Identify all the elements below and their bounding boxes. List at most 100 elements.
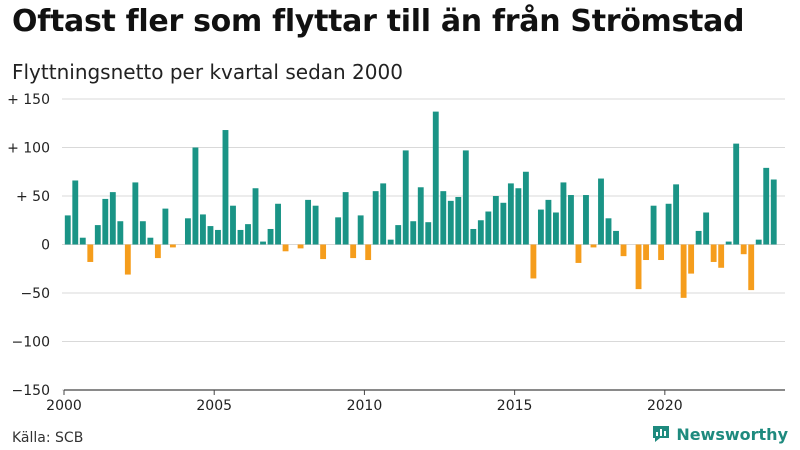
bar bbox=[162, 208, 169, 245]
bar bbox=[132, 182, 139, 245]
bar bbox=[215, 229, 221, 245]
bar bbox=[402, 150, 409, 245]
chart-title: Oftast fler som flyttar till än från Str… bbox=[12, 4, 745, 39]
bar bbox=[87, 244, 94, 262]
bar bbox=[462, 150, 469, 245]
bar bbox=[192, 147, 199, 245]
bar bbox=[553, 212, 559, 245]
x-tick-label: 2000 bbox=[46, 398, 82, 414]
x-tick-label: 2020 bbox=[647, 398, 683, 414]
brand-name: Newsworthy bbox=[676, 424, 788, 444]
bar bbox=[447, 200, 454, 245]
bar bbox=[688, 244, 695, 274]
bar bbox=[365, 244, 372, 261]
bar bbox=[124, 244, 131, 275]
bar bbox=[703, 212, 710, 245]
x-tick-label: 2005 bbox=[196, 398, 232, 414]
y-tick-label: −100 bbox=[12, 335, 50, 351]
bar bbox=[200, 214, 206, 245]
bar bbox=[64, 215, 71, 245]
bar bbox=[372, 191, 379, 245]
bar bbox=[237, 229, 244, 245]
bar bbox=[537, 209, 544, 245]
bar bbox=[583, 195, 589, 245]
bar bbox=[335, 217, 342, 245]
bar bbox=[440, 191, 447, 245]
bar bbox=[718, 244, 725, 268]
bar bbox=[455, 196, 462, 245]
bar bbox=[695, 230, 702, 245]
x-tick-label: 2010 bbox=[347, 398, 383, 414]
bar bbox=[530, 244, 537, 279]
y-tick-label: + 50 bbox=[16, 189, 50, 205]
bar bbox=[710, 244, 717, 262]
bar bbox=[613, 230, 619, 245]
bar bbox=[109, 192, 116, 245]
bar bbox=[147, 237, 154, 245]
bar bbox=[139, 221, 146, 245]
bar bbox=[297, 244, 304, 249]
bar bbox=[755, 239, 762, 245]
bar bbox=[515, 188, 522, 245]
bar bbox=[470, 228, 477, 245]
bar bbox=[245, 224, 251, 245]
bar bbox=[725, 241, 732, 245]
bar bbox=[748, 244, 755, 291]
bar bbox=[282, 244, 289, 252]
bar bbox=[320, 244, 327, 260]
bar bbox=[395, 225, 402, 245]
bar bbox=[500, 202, 507, 245]
bar bbox=[342, 192, 349, 245]
bar bbox=[770, 179, 777, 245]
bar bbox=[643, 244, 649, 261]
bar bbox=[94, 225, 101, 245]
bar bbox=[560, 182, 567, 245]
bar bbox=[620, 244, 627, 257]
y-tick-label: 0 bbox=[41, 238, 50, 254]
bar bbox=[575, 244, 582, 263]
bar bbox=[545, 199, 552, 245]
bar bbox=[650, 205, 657, 245]
bar bbox=[154, 244, 161, 259]
y-tick-label: −150 bbox=[12, 383, 50, 399]
bar bbox=[230, 205, 236, 245]
bar bbox=[79, 237, 86, 245]
bar bbox=[432, 111, 439, 245]
bar bbox=[417, 187, 424, 245]
bar bbox=[387, 239, 394, 245]
bar bbox=[184, 218, 191, 245]
brand-logo[interactable]: Newsworthy bbox=[651, 424, 788, 444]
bar bbox=[635, 244, 642, 290]
bar bbox=[605, 218, 612, 245]
bar bbox=[680, 244, 687, 298]
bar bbox=[598, 178, 604, 245]
bar bbox=[312, 205, 319, 245]
bar bbox=[102, 198, 109, 245]
bar bbox=[357, 215, 364, 245]
bar bbox=[425, 222, 432, 245]
y-tick-label: −50 bbox=[20, 286, 50, 302]
bar bbox=[507, 183, 514, 245]
bar bbox=[169, 244, 176, 248]
bar bbox=[252, 188, 259, 245]
bar bbox=[673, 184, 680, 245]
bar bbox=[763, 167, 770, 245]
bar bbox=[733, 143, 740, 245]
bar bbox=[380, 183, 387, 245]
bar bbox=[658, 244, 665, 261]
bar bbox=[665, 203, 672, 245]
bar bbox=[117, 221, 124, 245]
x-tick-label: 2015 bbox=[497, 398, 533, 414]
bar bbox=[568, 195, 574, 245]
bar bbox=[305, 199, 312, 245]
bar bbox=[267, 228, 274, 245]
bar bbox=[207, 226, 214, 245]
bar bbox=[275, 203, 281, 245]
bar bbox=[350, 244, 357, 259]
chart-subtitle: Flyttningsnetto per kvartal sedan 2000 bbox=[12, 60, 403, 84]
bar bbox=[260, 241, 266, 245]
bar bbox=[522, 171, 529, 245]
bar bbox=[72, 180, 79, 245]
